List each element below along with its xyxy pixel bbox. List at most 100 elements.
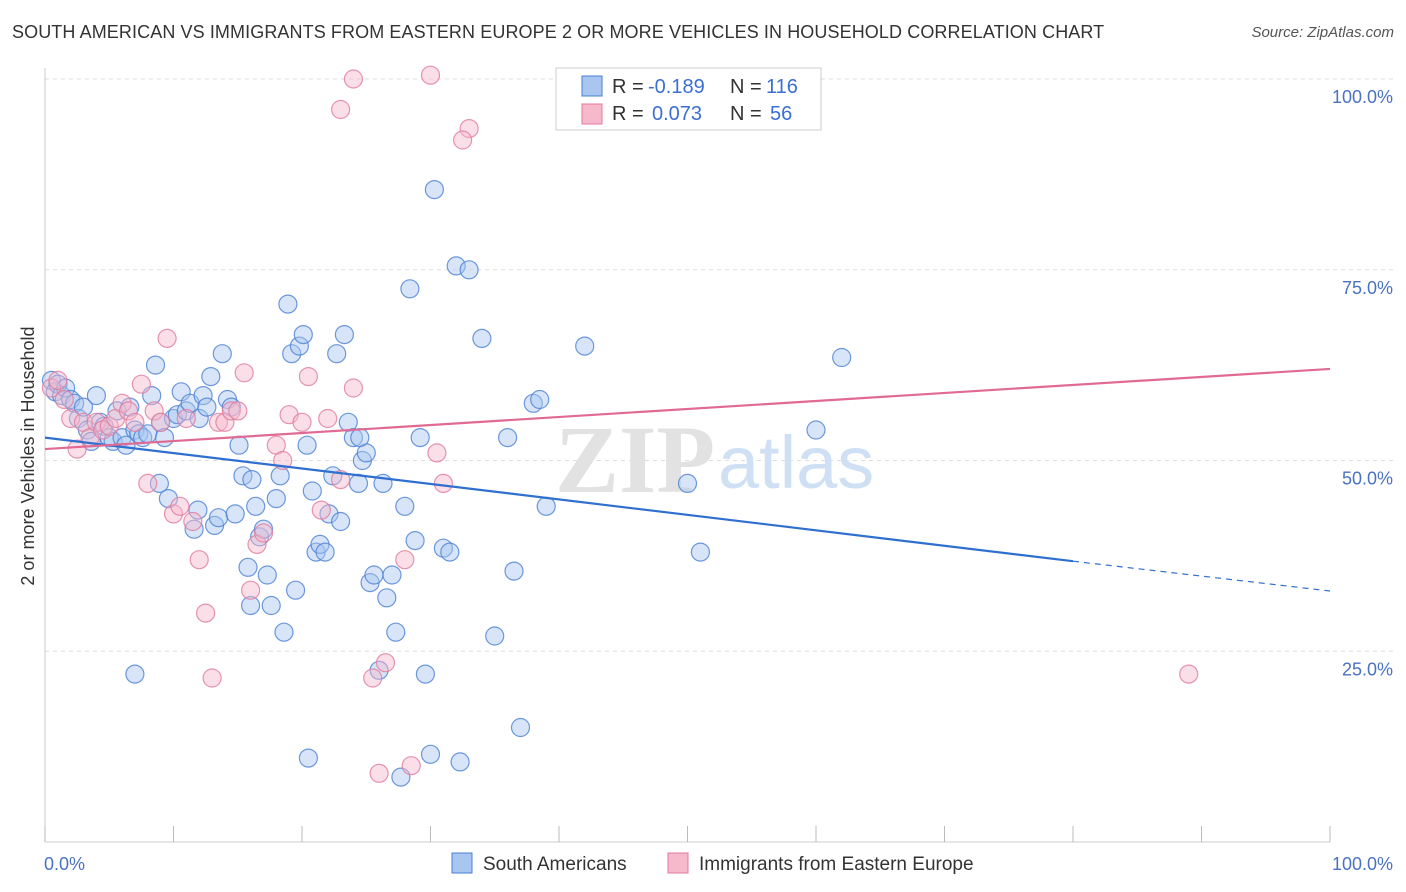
point-eastern-europe-29 — [228, 401, 248, 421]
point-south-americans-92 — [420, 744, 441, 764]
point-south-americans-105 — [530, 389, 550, 410]
point-south-americans-61 — [286, 580, 306, 600]
point-eastern-europe-26 — [208, 412, 229, 432]
watermark-zip: ZIP — [555, 406, 715, 513]
legend-n-label-2: N = — [730, 103, 762, 125]
trend-lines — [44, 367, 1331, 592]
point-eastern-europe-55 — [1179, 664, 1199, 684]
point-south-americans-55 — [261, 595, 281, 616]
point-eastern-europe-44 — [369, 763, 389, 783]
point-eastern-europe-54 — [331, 99, 351, 120]
point-south-americans-87 — [395, 496, 415, 516]
point-eastern-europe-45 — [375, 653, 396, 673]
stats-legend: R = -0.189 N = 116 R = 0.073 N = 56 — [555, 67, 822, 131]
point-south-americans-73 — [334, 325, 354, 345]
point-eastern-europe-43 — [363, 668, 383, 688]
point-south-americans-90 — [410, 428, 430, 448]
legend-r-value-1: -0.189 — [648, 76, 705, 98]
point-south-americans-109 — [690, 542, 711, 562]
point-south-americans-71 — [327, 344, 347, 364]
point-south-americans-50 — [242, 470, 262, 490]
point-eastern-europe-16 — [144, 401, 164, 421]
legend-n-value-1: 116 — [766, 76, 798, 98]
point-south-americans-80 — [364, 565, 384, 585]
point-south-americans-47 — [229, 435, 249, 455]
point-south-americans-63 — [293, 325, 313, 345]
point-south-americans-46 — [225, 504, 245, 524]
point-eastern-europe-21 — [176, 408, 196, 429]
series-legend: South Americans Immigrants from Eastern … — [451, 852, 974, 875]
series-legend-label-eastern-europe: Immigrants from Eastern Europe — [699, 854, 974, 875]
point-eastern-europe-37 — [292, 412, 312, 432]
point-south-americans-85 — [386, 622, 406, 642]
point-eastern-europe-33 — [253, 523, 274, 543]
legend-r-label-1: R = — [612, 76, 644, 98]
trend-line-south-americans — [44, 436, 1074, 563]
grid-lines — [45, 78, 1393, 652]
watermark: ZIP atlas — [555, 406, 874, 513]
point-south-americans-112 — [298, 748, 318, 768]
trend-line-eastern-europe — [44, 367, 1331, 451]
point-south-americans-8 — [73, 397, 94, 417]
point-eastern-europe-52 — [420, 65, 441, 85]
point-south-americans-75 — [343, 428, 363, 448]
legend-r-label-2: R = — [612, 103, 644, 125]
point-eastern-europe-19 — [163, 504, 184, 524]
point-eastern-europe-14 — [131, 374, 151, 394]
point-eastern-europe-13 — [125, 412, 145, 432]
axes: 25.0% 50.0% 75.0% 100.0% — [44, 68, 1393, 843]
point-eastern-europe-47 — [401, 756, 421, 776]
point-south-americans-107 — [575, 336, 595, 356]
point-eastern-europe-12 — [118, 401, 139, 421]
point-south-americans-74 — [338, 412, 358, 432]
point-eastern-europe-3 — [61, 408, 81, 429]
point-south-americans-115 — [350, 428, 370, 448]
series-legend-label-south-americans: South Americans — [483, 854, 627, 875]
chart-source: Source: ZipAtlas.com — [1251, 24, 1394, 41]
x-tick-label-right: 100.0% — [1332, 854, 1393, 874]
data-points — [41, 65, 1199, 787]
point-south-americans-81 — [369, 660, 389, 680]
point-south-americans-111 — [832, 347, 852, 368]
point-eastern-europe-41 — [331, 470, 351, 490]
y-tick-label-100: 100.0% — [1332, 87, 1393, 107]
legend-swatch-blue — [581, 75, 603, 97]
y-tick-label-50: 50.0% — [1342, 469, 1393, 489]
point-south-americans-93 — [424, 180, 444, 200]
point-eastern-europe-38 — [298, 367, 318, 387]
legend-n-label-1: N = — [730, 76, 762, 98]
point-south-americans-40 — [201, 367, 221, 387]
x-tick-label-left: 0.0% — [44, 854, 85, 874]
point-south-americans-97 — [450, 752, 470, 772]
point-eastern-europe-53 — [343, 69, 363, 89]
point-south-americans-113 — [241, 595, 261, 616]
point-south-americans-83 — [377, 588, 397, 608]
point-south-americans-29 — [158, 489, 178, 509]
point-south-americans-59 — [278, 294, 298, 314]
point-eastern-europe-18 — [157, 328, 177, 348]
y-tick-label-25: 25.0% — [1342, 659, 1393, 679]
point-eastern-europe-48 — [427, 443, 447, 463]
point-south-americans-114 — [125, 664, 145, 684]
point-south-americans-84 — [382, 565, 402, 585]
point-south-americans-108 — [677, 473, 698, 493]
y-tick-label-75: 75.0% — [1342, 278, 1393, 298]
point-south-americans-98 — [459, 260, 479, 280]
point-eastern-europe-11 — [112, 393, 132, 413]
point-south-americans-89 — [405, 530, 425, 551]
point-eastern-europe-23 — [189, 550, 209, 570]
point-eastern-europe-22 — [183, 511, 203, 532]
point-south-americans-49 — [238, 557, 258, 577]
point-south-americans-68 — [315, 542, 335, 562]
point-south-americans-88 — [400, 279, 420, 299]
point-south-americans-100 — [485, 626, 505, 646]
point-south-americans-95 — [440, 542, 460, 562]
point-south-americans-106 — [536, 496, 556, 516]
point-eastern-europe-4 — [67, 439, 87, 459]
point-south-americans-101 — [498, 428, 518, 448]
point-eastern-europe-31 — [241, 580, 261, 600]
legend-r-value-2: 0.073 — [652, 103, 702, 125]
legend-swatch-pink — [581, 103, 603, 125]
point-eastern-europe-50 — [459, 119, 479, 139]
